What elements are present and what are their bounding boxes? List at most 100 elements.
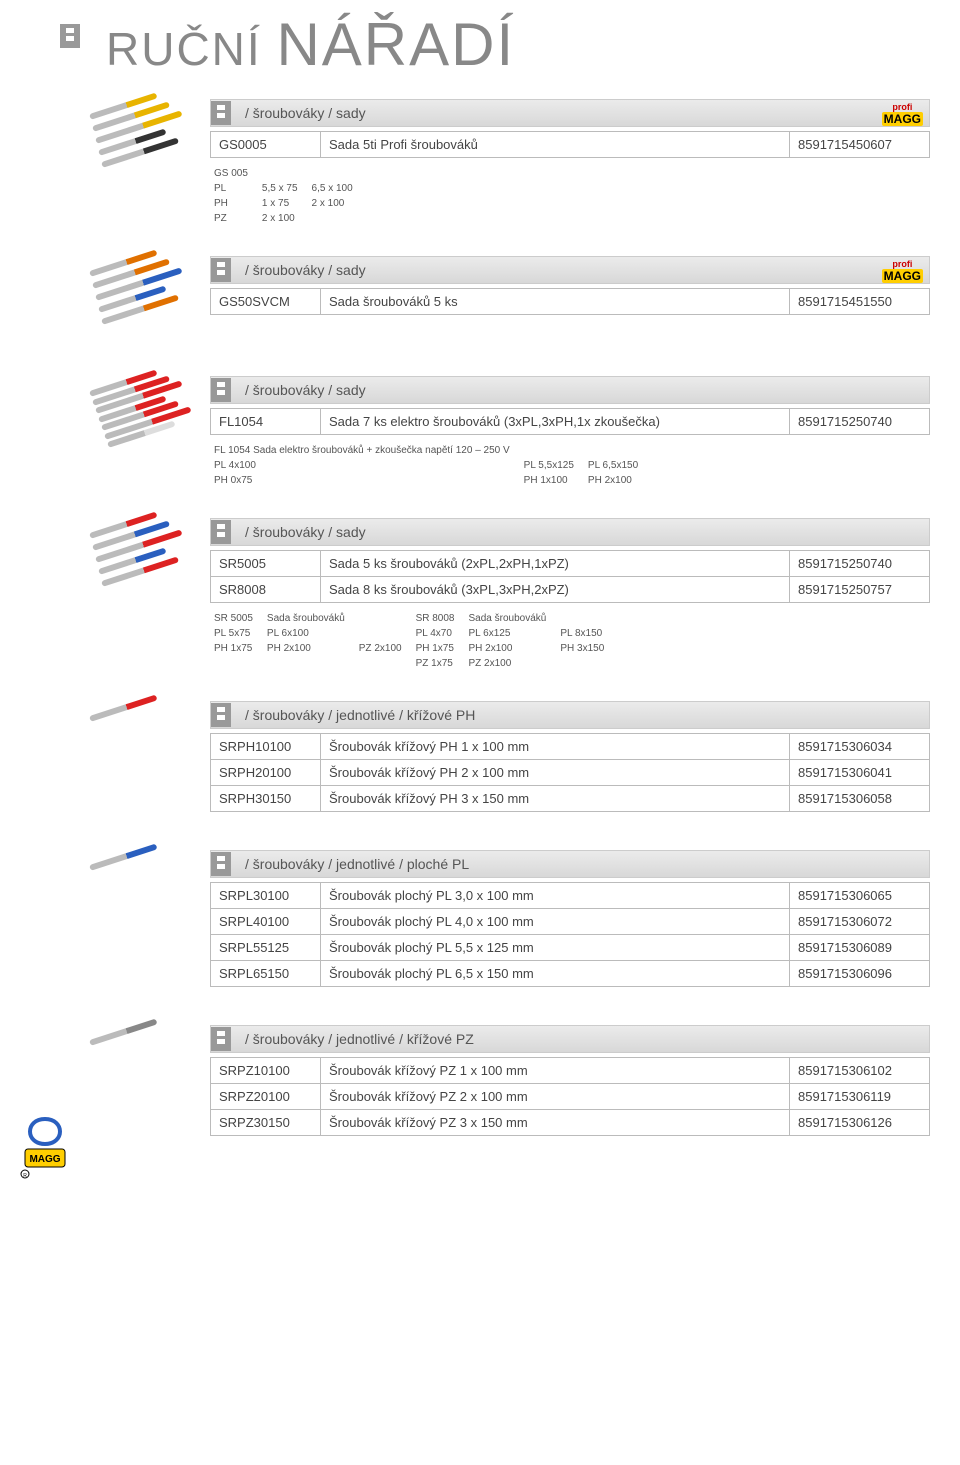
spec-cell: 1 x 75	[262, 196, 312, 211]
cell-desc: Šroubovák křížový PZ 3 x 150 mm	[321, 1110, 790, 1136]
spec-cell	[214, 656, 267, 671]
spec-cell	[312, 211, 367, 226]
table-row: GS50SVCMSada šroubováků 5 ks859171545155…	[211, 289, 930, 315]
section-header: / šroubováky / sady profiMAGG	[210, 256, 930, 284]
section-header-label: / šroubováky / jednotlivé / křížové PH	[237, 707, 475, 723]
spec-cell: PH 1x75	[416, 641, 469, 656]
cell-ean: 8591715250757	[790, 577, 930, 603]
spec-cell	[588, 443, 652, 458]
title-small: RUČNÍ	[106, 23, 276, 75]
section-header-label: / šroubováky / sady	[237, 382, 366, 398]
spec-cell: SR 5005	[214, 611, 267, 626]
spec-cell: PH 2x100	[267, 641, 359, 656]
section-content: / šroubováky / jednotlivé / křížové PH SR…	[190, 701, 930, 820]
cell-code: SRPL30100	[211, 883, 321, 909]
cell-desc: Sada 7 ks elektro šroubováků (3xPL,3xPH,…	[321, 409, 790, 435]
product-table: FL1054Sada 7 ks elektro šroubováků (3xPL…	[210, 408, 930, 435]
section-header: / šroubováky / sady	[210, 518, 930, 546]
product-table: GS50SVCMSada šroubováků 5 ks859171545155…	[210, 288, 930, 315]
title-big: NÁŘADÍ	[276, 11, 515, 78]
cell-desc: Šroubovák křížový PH 3 x 150 mm	[321, 786, 790, 812]
profi-badge: profiMAGG	[882, 259, 923, 283]
section-header-label: / šroubováky / sady	[237, 262, 366, 278]
cell-desc: Šroubovák plochý PL 4,0 x 100 mm	[321, 909, 790, 935]
spec-cell: PL 4x70	[416, 626, 469, 641]
spec-block: FL 1054 Sada elektro šroubováků + zkouše…	[210, 443, 930, 488]
cell-code: SRPZ30150	[211, 1110, 321, 1136]
product-table: SR5005Sada 5 ks šroubováků (2xPL,2xPH,1x…	[210, 550, 930, 603]
cell-ean: 8591715250740	[790, 551, 930, 577]
cell-desc: Šroubovák křížový PH 1 x 100 mm	[321, 734, 790, 760]
product-table: SRPL30100Šroubovák plochý PL 3,0 x 100 m…	[210, 882, 930, 987]
spec-cell: FL 1054 Sada elektro šroubováků + zkouše…	[214, 443, 524, 458]
spec-cell	[560, 656, 618, 671]
bullet-icon	[211, 378, 231, 402]
section-content: / šroubováky / sady SR5005Sada 5 ks šroub…	[190, 518, 930, 671]
spec-cell: PL 6x125	[469, 626, 561, 641]
cell-code: GS50SVCM	[211, 289, 321, 315]
product-thumbnail	[70, 376, 190, 466]
cell-ean: 8591715451550	[790, 289, 930, 315]
product-section: / šroubováky / jednotlivé / ploché PL SRP…	[60, 850, 930, 995]
spec-cell: PL 6x100	[267, 626, 359, 641]
cell-ean: 8591715450607	[790, 132, 930, 158]
product-table: GS0005Sada 5ti Profi šroubováků859171545…	[210, 131, 930, 158]
spec-cell: GS 005	[214, 166, 262, 181]
cell-ean: 8591715250740	[790, 409, 930, 435]
spec-cell: 6,5 x 100	[312, 181, 367, 196]
spec-cell	[359, 656, 416, 671]
product-table: SRPH10100Šroubovák křížový PH 1 x 100 mm…	[210, 733, 930, 812]
cell-ean: 8591715306058	[790, 786, 930, 812]
cell-code: FL1054	[211, 409, 321, 435]
spec-cell: SR 8008	[416, 611, 469, 626]
section-header: / šroubováky / sadyprofiMAGG	[210, 99, 930, 127]
spec-cell	[359, 626, 416, 641]
cell-ean: 8591715306102	[790, 1058, 930, 1084]
product-thumbnail	[70, 850, 190, 940]
cell-code: SRPH20100	[211, 760, 321, 786]
section-content: / šroubováky / sadyprofiMAGG GS0005Sada 5…	[190, 99, 930, 226]
spec-cell	[312, 166, 367, 181]
cell-code: SRPL65150	[211, 961, 321, 987]
table-row: SR5005Sada 5 ks šroubováků (2xPL,2xPH,1x…	[211, 551, 930, 577]
section-header: / šroubováky / jednotlivé / křížové PZ	[210, 1025, 930, 1053]
spec-cell: PH 2x100	[469, 641, 561, 656]
cell-desc: Šroubovák křížový PZ 1 x 100 mm	[321, 1058, 790, 1084]
cell-code: SRPH10100	[211, 734, 321, 760]
cell-code: SRPL40100	[211, 909, 321, 935]
section-header-label: / šroubováky / jednotlivé / ploché PL	[237, 856, 469, 872]
product-thumbnail	[70, 256, 190, 346]
svg-text:MAGG: MAGG	[29, 1154, 60, 1165]
cell-desc: Šroubovák plochý PL 5,5 x 125 mm	[321, 935, 790, 961]
cell-ean: 8591715306089	[790, 935, 930, 961]
cell-code: GS0005	[211, 132, 321, 158]
spec-cell: PL 6,5x150	[588, 458, 652, 473]
spec-cell	[560, 611, 618, 626]
cell-ean: 8591715306041	[790, 760, 930, 786]
table-row: SRPL65150Šroubovák plochý PL 6,5 x 150 m…	[211, 961, 930, 987]
cell-code: SR5005	[211, 551, 321, 577]
spec-cell: PH 0x75	[214, 473, 524, 488]
spec-cell: PZ 2x100	[469, 656, 561, 671]
table-row: SRPL30100Šroubovák plochý PL 3,0 x 100 m…	[211, 883, 930, 909]
spec-cell: PH 2x100	[588, 473, 652, 488]
svg-text:R: R	[23, 1173, 27, 1179]
cell-ean: 8591715306119	[790, 1084, 930, 1110]
section-header-label: / šroubováky / jednotlivé / křížové PZ	[237, 1031, 474, 1047]
spec-cell: 2 x 100	[312, 196, 367, 211]
product-thumbnail	[70, 1025, 190, 1115]
table-row: SRPH30150Šroubovák křížový PH 3 x 150 mm…	[211, 786, 930, 812]
bullet-icon	[211, 101, 231, 125]
table-row: SRPH10100Šroubovák křížový PH 1 x 100 mm…	[211, 734, 930, 760]
spec-cell: 5,5 x 75	[262, 181, 312, 196]
product-thumbnail	[70, 701, 190, 791]
bullet-icon	[211, 703, 231, 727]
spec-cell: PZ 2x100	[359, 641, 416, 656]
cell-desc: Šroubovák plochý PL 3,0 x 100 mm	[321, 883, 790, 909]
section-content: / šroubováky / jednotlivé / křížové PZ SR…	[190, 1025, 930, 1144]
cell-desc: Šroubovák křížový PZ 2 x 100 mm	[321, 1084, 790, 1110]
spec-cell: PL 5,5x125	[524, 458, 588, 473]
spec-block: GS 005PL5,5 x 756,5 x 100PH1 x 752 x 100…	[210, 166, 930, 226]
cell-ean: 8591715306034	[790, 734, 930, 760]
product-thumbnail	[70, 518, 190, 608]
